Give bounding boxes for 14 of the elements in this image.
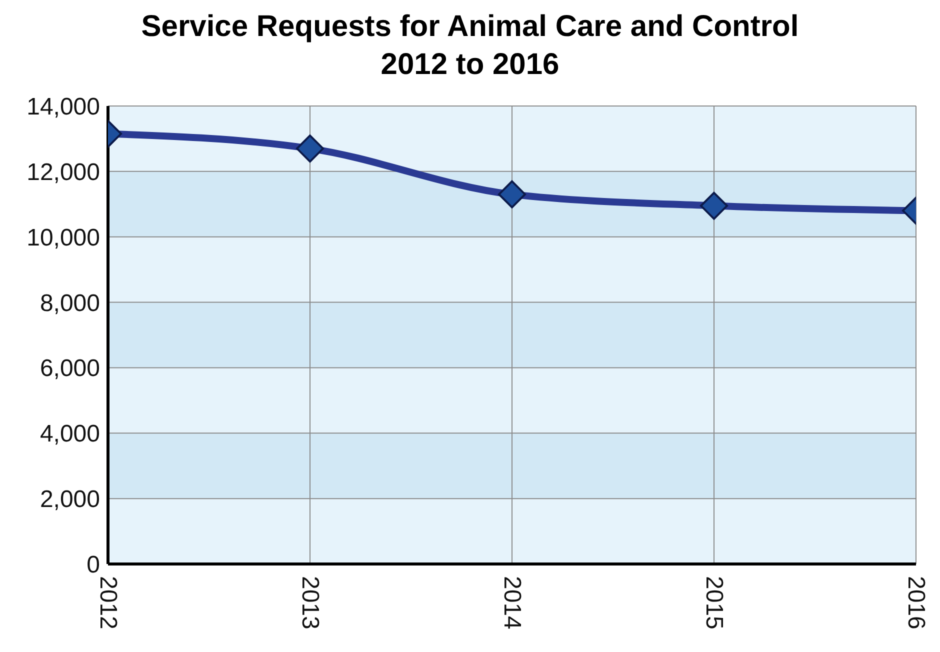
x-tick-label: 2015	[700, 576, 728, 630]
y-tick-label: 4,000	[40, 420, 100, 448]
x-tick-label: 2013	[296, 576, 324, 630]
y-tick-label: 12,000	[26, 158, 100, 186]
x-tick-label: 2016	[902, 576, 930, 630]
y-tick-label: 0	[86, 552, 100, 579]
y-tick-label: 2,000	[40, 486, 100, 514]
x-tick-label: 2014	[498, 576, 526, 630]
x-tick-label: 2012	[94, 576, 122, 630]
chart-title: Service Requests for Animal Care and Control 2012 to 2016	[140, 9, 800, 83]
y-tick-label: 14,000	[26, 94, 100, 121]
y-tick-label: 8,000	[40, 290, 100, 317]
y-tick-label: 6,000	[40, 355, 100, 382]
y-tick-label: 10,000	[26, 224, 100, 252]
